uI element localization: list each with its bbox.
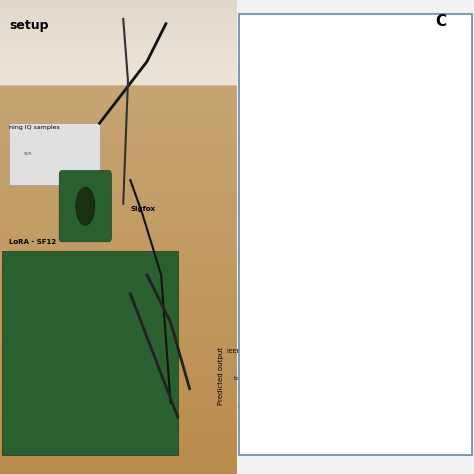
Bar — [2, 251, 178, 455]
FancyBboxPatch shape — [59, 171, 111, 242]
Text: $\times10^8$: $\times10^8$ — [248, 159, 265, 168]
Bar — [9, 123, 100, 185]
Text: setup: setup — [9, 19, 49, 32]
Y-axis label: Predicted output: Predicted output — [218, 346, 224, 405]
Y-axis label: Frequency(Hz): Frequency(Hz) — [244, 209, 249, 254]
Text: Classification c: Classification c — [404, 23, 467, 32]
Text: Trai: Trai — [452, 301, 467, 310]
Text: C: C — [435, 14, 447, 29]
Circle shape — [76, 187, 95, 225]
Text: Sigfox: Sigfox — [130, 206, 155, 211]
Text: LoRA - SF12: LoRA - SF12 — [9, 239, 56, 245]
Text: SDR: SDR — [24, 152, 32, 156]
Y-axis label: Amplitude: Amplitude — [245, 77, 251, 113]
Text: ning IQ samples: ning IQ samples — [9, 126, 60, 130]
Text: Spe: Spe — [451, 163, 467, 172]
